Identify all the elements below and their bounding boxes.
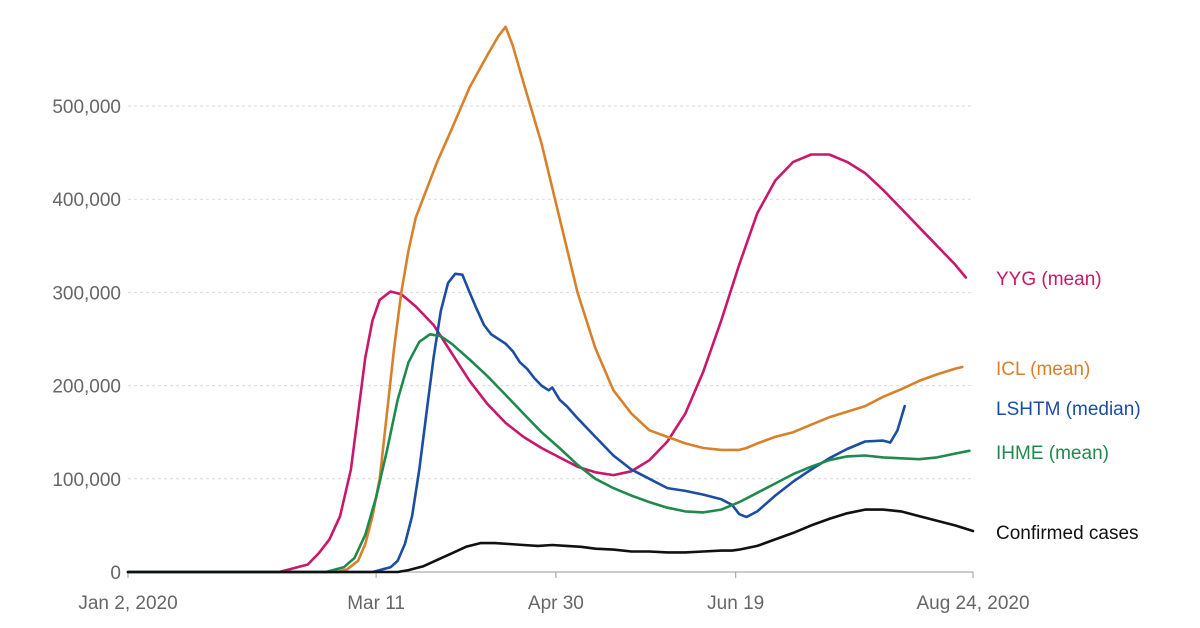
- y-axis-ticks: 0 100,000 200,000 300,000 400,000 500,000: [52, 97, 121, 584]
- series-labels: YYG (mean) ICL (mean) LSHTM (median) IHME (…: [996, 269, 1141, 544]
- series-layer: [126, 25, 975, 574]
- y-tick-label: 200,000: [52, 377, 121, 398]
- series-line-icl-mean: [126, 25, 964, 574]
- x-tick-label: Aug 24, 2020: [916, 593, 1029, 614]
- y-tick-label: 300,000: [52, 283, 121, 304]
- series-label-confirmed-cases: Confirmed cases: [996, 523, 1139, 544]
- series-label-icl-mean: ICL (mean): [996, 359, 1090, 380]
- series-label-yyg-mean: YYG (mean): [996, 269, 1102, 290]
- x-tick-label: Jun 19: [707, 593, 764, 614]
- series-line-lshtm-median: [126, 272, 906, 574]
- grid-layer: [128, 105, 973, 480]
- x-tick-label: Jan 2, 2020: [78, 593, 177, 614]
- series-label-ihme-mean: IHME (mean): [996, 443, 1109, 464]
- y-tick-label: 0: [110, 563, 121, 584]
- series-line-yyg-mean: [126, 153, 968, 574]
- x-tick-label: Mar 11: [347, 593, 405, 614]
- series-line-confirmed-cases: [126, 508, 975, 574]
- series-label-lshtm-median: LSHTM (median): [996, 399, 1141, 420]
- y-tick-label: 100,000: [52, 470, 121, 491]
- y-tick-label: 400,000: [52, 190, 121, 211]
- x-axis: Jan 2, 2020 Mar 11 Apr 30 Jun 19 Aug 24, 202…: [78, 571, 1030, 614]
- x-tick-label: Apr 30: [528, 593, 584, 614]
- series-line-ihme-mean: [126, 333, 971, 574]
- y-tick-label: 500,000: [52, 97, 121, 118]
